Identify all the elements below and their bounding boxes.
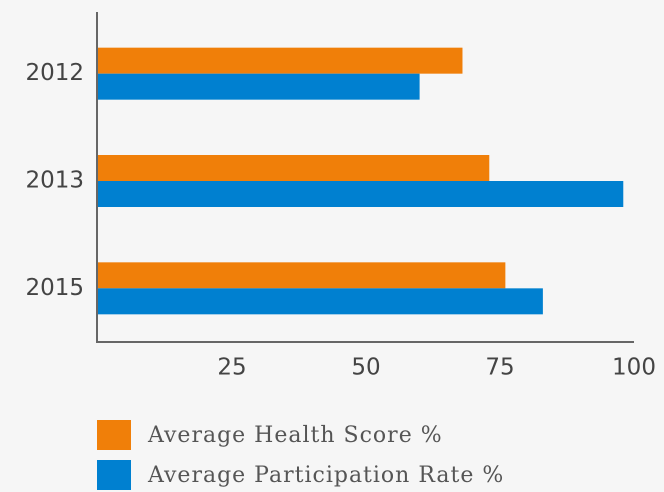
y-tick-label: 2012 (25, 60, 84, 86)
legend-label: Average Participation Rate % (147, 463, 504, 488)
legend-label: Average Health Score % (147, 423, 443, 448)
x-tick-label: 25 (217, 355, 246, 381)
x-tick-label: 50 (351, 355, 380, 381)
x-tick-label: 100 (612, 355, 656, 381)
bar (98, 262, 506, 289)
bar (98, 47, 463, 74)
legend-swatch (97, 460, 131, 490)
y-tick-label: 2013 (25, 168, 84, 194)
bar (98, 181, 624, 207)
y-tick-label: 2015 (25, 275, 84, 301)
bar (98, 73, 420, 100)
bar (98, 288, 543, 315)
legend-swatch (97, 420, 131, 450)
x-tick-label: 75 (485, 355, 514, 381)
bar (98, 155, 490, 181)
